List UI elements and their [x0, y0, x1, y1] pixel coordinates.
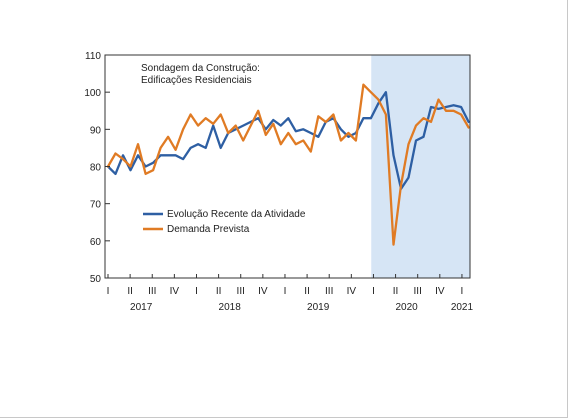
- legend-label-activity: Evolução Recente da Atividade: [167, 209, 306, 220]
- recent-period-shade: [371, 55, 470, 278]
- x-year-label: 2018: [219, 302, 242, 313]
- x-quarter-label: I: [284, 286, 287, 297]
- y-tick-label: 50: [90, 274, 102, 285]
- legend: Evolução Recente da Atividade Demanda Pr…: [143, 209, 306, 235]
- x-quarter-label: I: [372, 286, 375, 297]
- x-quarter-label: II: [304, 286, 310, 297]
- y-tick-label: 100: [84, 88, 101, 99]
- x-year-label: 2017: [130, 302, 153, 313]
- x-year-label: 2020: [396, 302, 419, 313]
- x-quarter-label: IV: [258, 286, 268, 297]
- y-tick-label: 60: [90, 237, 102, 248]
- chart-title-line-2: Edificações Residenciais: [141, 75, 252, 86]
- chart-title-line-1: Sondagem da Construção:: [141, 63, 260, 74]
- series-line-demand: [106, 83, 470, 246]
- x-year-label: 2021: [451, 302, 474, 313]
- y-tick-label: 110: [85, 51, 101, 62]
- x-quarter-label: IV: [435, 286, 445, 297]
- x-quarter-label: I: [461, 286, 464, 297]
- series-line-activity: [106, 91, 470, 190]
- x-quarter-label: IV: [347, 286, 357, 297]
- x-quarter-label: II: [216, 286, 222, 297]
- x-quarter-label: IV: [170, 286, 180, 297]
- x-year-label: 2019: [307, 302, 330, 313]
- legend-label-demand: Demanda Prevista: [167, 224, 250, 235]
- x-quarter-label: III: [237, 286, 245, 297]
- x-quarter-label: II: [393, 286, 399, 297]
- y-tick-label: 90: [90, 125, 102, 136]
- x-quarter-label: I: [195, 286, 198, 297]
- x-quarter-label: II: [127, 286, 133, 297]
- x-quarter-label: I: [107, 286, 110, 297]
- x-quarter-label: III: [325, 286, 333, 297]
- y-tick-label: 70: [90, 200, 102, 211]
- x-quarter-label: III: [148, 286, 156, 297]
- y-tick-label: 80: [90, 163, 102, 174]
- x-quarter-label: III: [414, 286, 422, 297]
- series-layer: [106, 83, 470, 246]
